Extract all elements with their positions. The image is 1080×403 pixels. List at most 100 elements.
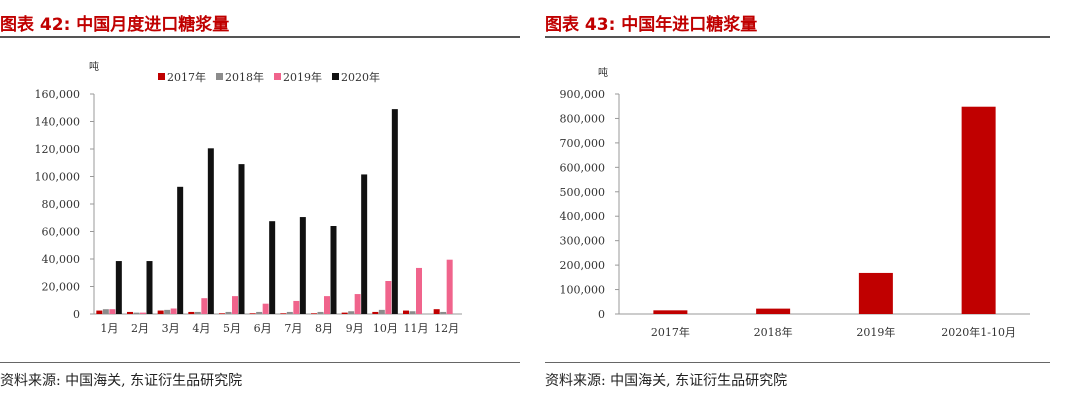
bar-2018年 <box>378 309 385 314</box>
left-figure-panel: 图表 42: 中国月度进口糖浆量 0 20,000 40,000 60,000 80,0… <box>0 0 520 403</box>
bar-2017年 <box>157 310 164 314</box>
y-tick-label: 900,000 <box>560 88 606 101</box>
right-figure-title: 图表 43: 中国年进口糖浆量 <box>545 15 758 35</box>
legend-label-2019年: 2019年 <box>283 70 322 84</box>
bar-2017年 <box>127 311 133 314</box>
y-tick-label: 40,000 <box>42 253 81 266</box>
bar-2020年 <box>207 148 214 314</box>
y-tick-label: 0 <box>73 308 80 321</box>
bar-2018年 <box>286 311 293 314</box>
y-tick-label: 600,000 <box>560 161 606 174</box>
y-tick-label: 20,000 <box>42 281 81 294</box>
x-tick-label: 3月 <box>162 322 180 335</box>
x-tick-label: 11月 <box>404 322 429 335</box>
bar-2019年 <box>201 298 208 314</box>
y-tick-label: 500,000 <box>560 186 606 199</box>
y-tick-label: 300,000 <box>560 235 606 248</box>
bar-2019年 <box>140 312 146 314</box>
bar-2017年 <box>249 313 256 314</box>
bar-2019年 <box>446 259 453 314</box>
bar-2020年 <box>269 221 276 314</box>
bar-2017年 <box>219 313 225 314</box>
y-tick-label: 140,000 <box>35 116 81 129</box>
x-tick-label: 1月 <box>100 322 118 335</box>
y-tick-label: 160,000 <box>35 88 81 101</box>
bar-2019年 <box>232 296 238 314</box>
bar-2017年 <box>403 310 409 314</box>
x-tick-label: 9月 <box>346 322 364 335</box>
right-title-rule <box>545 36 1050 38</box>
x-tick-label: 2018年 <box>754 325 793 339</box>
bar-2020年 <box>115 261 122 314</box>
bar-annual-import <box>961 106 996 314</box>
bar-2019年 <box>354 294 361 314</box>
x-tick-label: 10月 <box>373 322 398 335</box>
bar-2018年 <box>409 311 416 314</box>
legend-label-2020年: 2020年 <box>341 70 380 84</box>
y-tick-label: 80,000 <box>42 198 81 211</box>
bar-2018年 <box>164 309 171 314</box>
x-tick-label: 5月 <box>223 322 241 335</box>
y-tick-label: 800,000 <box>560 112 606 125</box>
bar-2020年 <box>391 109 398 314</box>
bar-2020年 <box>330 226 337 314</box>
legend-label-2017年: 2017年 <box>167 70 206 84</box>
bar-2020年 <box>238 164 245 314</box>
x-tick-label: 2月 <box>131 322 149 335</box>
bar-2018年 <box>102 309 109 314</box>
y-tick-label: 0 <box>598 308 605 321</box>
x-tick-label: 12月 <box>434 322 459 335</box>
y-tick-label: 60,000 <box>42 226 81 239</box>
legend-swatch-2020年 <box>332 73 339 80</box>
legend-swatch-2018年 <box>216 73 223 80</box>
x-tick-label: 2019年 <box>856 325 895 339</box>
bar-2019年 <box>109 309 116 314</box>
y-tick-label: 700,000 <box>560 137 606 150</box>
legend-swatch-2019年 <box>274 73 281 80</box>
bar-2018年 <box>133 312 140 314</box>
left-source-rule <box>0 362 520 363</box>
x-tick-label: 2020年1-10月 <box>941 325 1016 339</box>
right-source-note: 资料来源: 中国海关, 东证衍生品研究院 <box>545 373 788 389</box>
legend-label-2018年: 2018年 <box>225 70 264 84</box>
bar-2018年 <box>440 311 447 314</box>
bar-2017年 <box>433 309 440 314</box>
y-unit-label: 吨 <box>598 66 608 79</box>
bar-2018年 <box>225 311 232 314</box>
bar-2018年 <box>348 311 355 314</box>
x-tick-label: 6月 <box>254 322 272 335</box>
right-figure-panel: 图表 43: 中国年进口糖浆量 0 100,000 200,000 300,000 40… <box>545 0 1050 403</box>
bar-2019年 <box>416 267 422 314</box>
bar-annual-import <box>858 272 893 314</box>
bar-2019年 <box>324 296 330 314</box>
y-tick-label: 100,000 <box>35 171 81 184</box>
bar-2017年 <box>341 312 348 314</box>
monthly-syrup-import-chart: 0 20,000 40,000 60,000 80,000 100,000 120,000 1… <box>35 60 462 335</box>
bar-2019年 <box>170 308 177 314</box>
bar-2020年 <box>177 186 184 314</box>
x-tick-label: 2017年 <box>651 325 690 339</box>
bar-2017年 <box>280 313 287 314</box>
bar-2020年 <box>361 174 368 314</box>
left-title-rule <box>0 36 520 38</box>
bar-2017年 <box>311 313 317 314</box>
bar-annual-import <box>756 308 791 314</box>
bar-2020年 <box>299 217 306 314</box>
bar-2019年 <box>385 281 392 314</box>
left-figure-title: 图表 42: 中国月度进口糖浆量 <box>0 15 230 35</box>
x-tick-label: 4月 <box>192 322 210 335</box>
bar-2018年 <box>256 311 263 314</box>
x-tick-label: 7月 <box>284 322 302 335</box>
bar-2019年 <box>262 303 269 314</box>
bar-annual-import <box>653 310 688 314</box>
y-unit-label: 吨 <box>89 60 99 73</box>
x-tick-label: 8月 <box>315 322 333 335</box>
bar-2017年 <box>96 310 103 314</box>
bar-2020年 <box>146 261 153 314</box>
bar-2018年 <box>194 311 201 314</box>
left-source-note: 资料来源: 中国海关, 东证衍生品研究院 <box>0 373 243 389</box>
bar-2017年 <box>188 311 195 314</box>
y-tick-label: 200,000 <box>560 259 606 272</box>
right-source-rule <box>545 362 1050 363</box>
y-tick-label: 400,000 <box>560 210 606 223</box>
